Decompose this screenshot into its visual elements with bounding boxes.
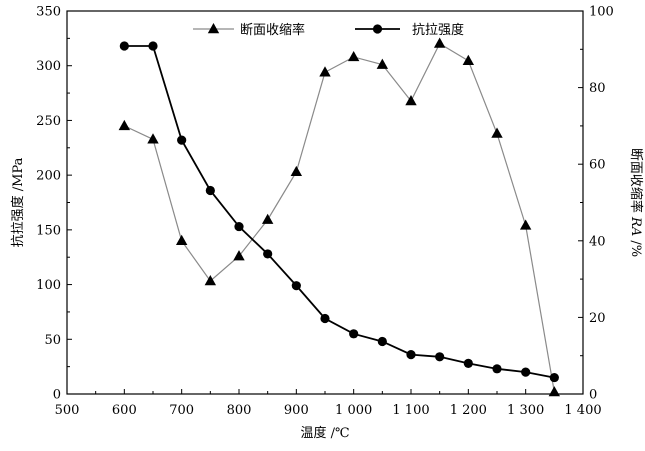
series-line: [124, 45, 555, 379]
y-right-tick-label: 20: [589, 311, 606, 326]
x-axis-label: 温度 /℃: [300, 425, 349, 441]
data-point: [291, 281, 301, 291]
data-point: [261, 213, 274, 224]
legend-label: 抗拉强度: [412, 22, 464, 38]
y-axis-right-label: 断面收缩率 RA /%: [628, 148, 644, 257]
y-right-tick-label: 0: [589, 388, 597, 403]
x-tick-label: 600: [112, 403, 137, 418]
legend-item: 抗拉强度: [355, 22, 464, 38]
data-point: [433, 37, 446, 48]
x-tick-label: 1 300: [507, 403, 544, 418]
x-tick-label: 800: [227, 403, 252, 418]
data-point: [463, 358, 473, 368]
x-tick-label: 900: [284, 403, 309, 418]
data-point: [377, 336, 387, 347]
series-line: [124, 42, 555, 393]
data-point: [521, 367, 531, 377]
data-point: [349, 329, 359, 339]
legend-marker: [207, 23, 220, 34]
data-point: [492, 364, 502, 374]
legend-label: 断面收缩率: [240, 22, 305, 38]
y-left-tick-label: 200: [36, 169, 61, 184]
data-point: [462, 54, 475, 65]
y-axis-left-label: 抗拉强度 /MPa: [10, 157, 26, 247]
series-reduction-of-area: [118, 37, 561, 397]
y-left-tick-label: 250: [36, 114, 61, 129]
data-point: [491, 127, 503, 138]
data-point: [319, 66, 331, 77]
data-point: [320, 313, 330, 324]
y-left-tick-label: 150: [36, 223, 61, 238]
x-tick-label: 500: [55, 403, 80, 418]
x-tick-label: 1 200: [450, 403, 487, 418]
data-point: [177, 135, 187, 145]
y-left-tick-label: 300: [36, 59, 61, 74]
data-point: [234, 221, 244, 232]
data-point: [376, 58, 389, 69]
y-right-tick-label: 60: [589, 158, 606, 173]
data-point: [204, 275, 217, 286]
data-point: [406, 350, 416, 360]
y-right-tick-label: 100: [589, 5, 614, 20]
y-left-tick-label: 100: [36, 278, 61, 293]
data-point: [147, 133, 159, 144]
legend-marker: [372, 24, 383, 34]
legend: 断面收缩率 抗拉强度: [193, 22, 464, 38]
legend-item: 断面收缩率: [193, 22, 305, 38]
series-layer: [118, 37, 561, 397]
y-left-tick-label: 50: [44, 333, 61, 348]
data-point: [290, 165, 303, 177]
data-point: [263, 249, 273, 259]
data-point: [148, 41, 158, 51]
x-tick-label: 700: [169, 403, 194, 418]
data-point: [405, 95, 417, 106]
x-tick-label: 1 400: [564, 403, 601, 418]
y-right-tick-label: 80: [589, 81, 606, 96]
data-point: [118, 119, 131, 131]
y-axis-right-label-italic: RA: [628, 216, 643, 236]
data-point: [119, 41, 129, 51]
data-point: [549, 372, 559, 383]
x-tick-label: 1 000: [335, 403, 372, 418]
data-point: [519, 219, 532, 230]
y-right-tick-label: 40: [589, 234, 606, 249]
x-tick-label: 1 100: [392, 403, 429, 418]
series-tensile-strength: [119, 41, 559, 383]
y-left-tick-label: 0: [53, 388, 61, 403]
data-point: [435, 352, 445, 362]
y-left-tick-label: 350: [36, 5, 61, 20]
data-point: [347, 50, 360, 62]
axis-layer: 500 600 700 800 900 1 000 1 100 1 200 1 300 1 400…: [36, 5, 614, 419]
y-axis-right-label-suffix: /%: [628, 236, 643, 257]
data-point: [205, 185, 215, 196]
data-point: [233, 250, 245, 261]
y-axis-right-label-prefix: 断面收缩率: [628, 148, 644, 217]
data-point: [175, 234, 188, 245]
